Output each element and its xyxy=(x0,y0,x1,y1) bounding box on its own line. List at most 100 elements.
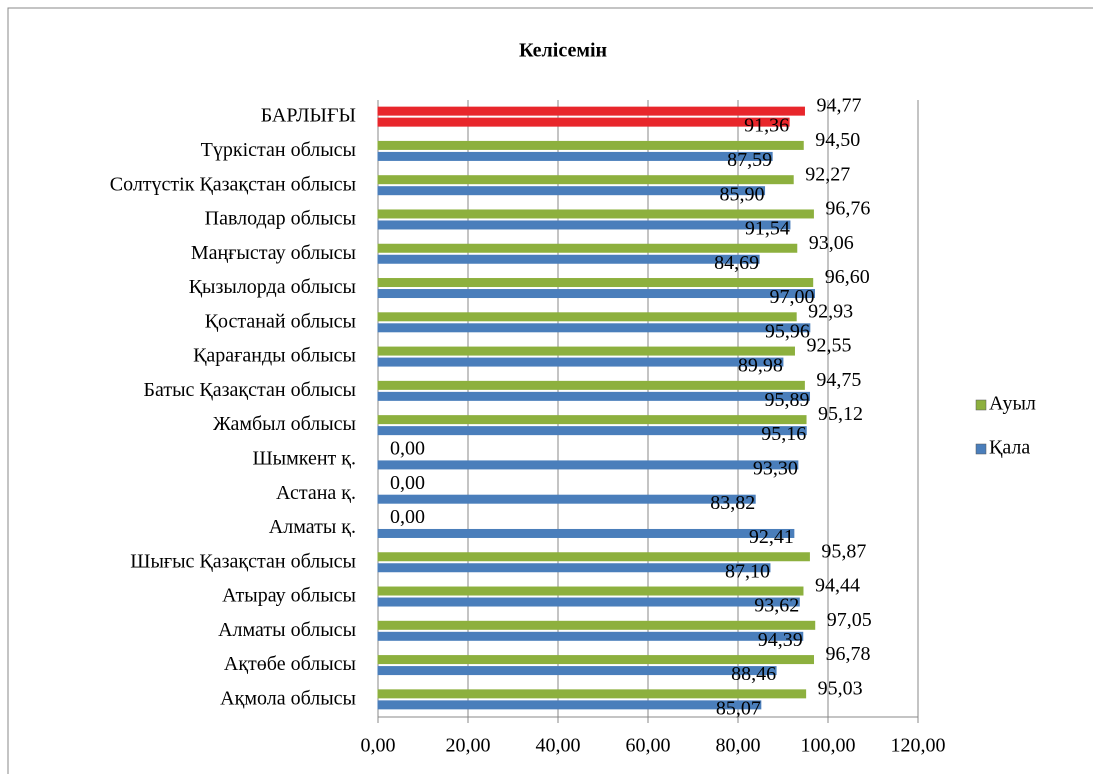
legend-label: Ауыл xyxy=(989,393,1036,415)
y-tick-label: Астана қ. xyxy=(276,482,356,504)
y-tick-label: Қарағанды облысы xyxy=(193,345,356,367)
y-tick-label: Қостанай облысы xyxy=(205,310,356,332)
legend-swatch xyxy=(975,443,987,455)
legend-swatch xyxy=(975,399,987,411)
y-tick-label: Батыс Қазақстан облысы xyxy=(144,379,356,401)
bar xyxy=(377,312,797,322)
bar xyxy=(377,186,766,196)
bar xyxy=(377,563,771,573)
data-label: 93,62 xyxy=(754,595,799,617)
data-label: 95,03 xyxy=(818,677,863,699)
bar xyxy=(377,494,756,504)
data-label: 95,87 xyxy=(821,540,866,562)
x-tick-label: 0,00 xyxy=(361,735,396,757)
x-tick-label: 20,00 xyxy=(446,735,491,757)
data-label: 97,05 xyxy=(827,609,872,631)
chart-frame xyxy=(7,7,1093,774)
bar xyxy=(377,243,798,253)
x-tick-label: 100,00 xyxy=(801,735,856,757)
y-tick-label: Ақтөбе облысы xyxy=(224,653,356,675)
data-label: 96,76 xyxy=(825,198,870,220)
x-tick-label: 60,00 xyxy=(626,735,671,757)
data-label: 87,10 xyxy=(725,560,770,582)
data-label: 94,77 xyxy=(816,95,861,117)
data-label: 91,36 xyxy=(744,115,789,137)
bar xyxy=(377,631,804,641)
data-label: 95,12 xyxy=(818,403,863,425)
x-tick-label: 40,00 xyxy=(536,735,581,757)
bar xyxy=(377,380,805,390)
data-label: 94,50 xyxy=(815,129,860,151)
bar xyxy=(377,689,807,699)
bar xyxy=(377,175,794,185)
bar xyxy=(377,278,814,288)
data-label: 94,75 xyxy=(816,369,861,391)
data-label: 85,07 xyxy=(716,697,761,719)
bar xyxy=(377,220,791,230)
data-label: 97,00 xyxy=(770,286,815,308)
data-label: 92,41 xyxy=(749,526,794,548)
data-label: 95,96 xyxy=(765,320,810,342)
data-label: 94,44 xyxy=(815,575,860,597)
data-label: 0,00 xyxy=(390,438,425,460)
data-label: 84,69 xyxy=(714,252,759,274)
bar xyxy=(377,666,777,676)
data-label: 95,16 xyxy=(761,423,806,445)
data-label: 93,06 xyxy=(809,232,854,254)
bar xyxy=(377,528,795,538)
data-label: 95,89 xyxy=(765,389,810,411)
y-tick-label: Алматы қ. xyxy=(269,516,356,538)
bar xyxy=(377,586,804,596)
data-label: 88,46 xyxy=(731,663,776,685)
bar xyxy=(377,346,795,356)
y-tick-label: Ақмола облысы xyxy=(220,687,356,709)
bar xyxy=(377,151,773,161)
bar xyxy=(377,655,815,665)
bar xyxy=(377,460,799,470)
data-label: 94,39 xyxy=(758,629,803,651)
bar xyxy=(377,209,814,219)
data-label: 0,00 xyxy=(390,472,425,494)
bar xyxy=(377,415,807,425)
data-label: 96,78 xyxy=(826,643,871,665)
bar xyxy=(377,323,811,333)
data-label: 0,00 xyxy=(390,506,425,528)
y-tick-label: Атырау облысы xyxy=(222,585,356,607)
bar xyxy=(377,700,762,710)
data-label: 96,60 xyxy=(825,266,870,288)
data-label: 89,98 xyxy=(738,355,783,377)
y-tick-label: Шымкент қ. xyxy=(252,448,356,470)
data-label: 93,30 xyxy=(753,458,798,480)
data-label: 85,90 xyxy=(720,183,765,205)
y-tick-label: БАРЛЫҒЫ xyxy=(261,105,356,127)
y-tick-label: Павлодар облысы xyxy=(205,208,356,230)
legend-label: Қала xyxy=(989,437,1030,459)
y-tick-label: Түркістан облысы xyxy=(201,139,356,161)
bar xyxy=(377,254,760,264)
y-tick-label: Маңғыстау облысы xyxy=(191,242,356,264)
y-tick-label: Шығыс Қазақстан облысы xyxy=(130,550,356,572)
data-label: 91,54 xyxy=(745,218,790,240)
data-label: 87,59 xyxy=(727,149,772,171)
bar xyxy=(377,106,805,116)
bar xyxy=(377,597,800,607)
bar xyxy=(377,357,784,367)
bar xyxy=(377,140,804,150)
x-tick-label: 120,00 xyxy=(891,735,946,757)
x-tick-label: 80,00 xyxy=(716,735,761,757)
bar xyxy=(377,391,811,401)
chart-title: Келісемін xyxy=(519,40,607,62)
bar xyxy=(377,426,807,436)
data-label: 92,93 xyxy=(808,300,853,322)
y-tick-label: Солтүстік Қазақстан облысы xyxy=(110,173,356,195)
data-label: 92,55 xyxy=(806,335,851,357)
bar xyxy=(377,289,815,299)
y-tick-label: Алматы облысы xyxy=(218,619,356,641)
y-tick-label: Жамбыл облысы xyxy=(213,413,356,435)
y-tick-label: Қызылорда облысы xyxy=(189,276,356,298)
data-label: 83,82 xyxy=(710,492,755,514)
bar xyxy=(377,620,816,630)
data-label: 92,27 xyxy=(805,163,850,185)
bar xyxy=(377,552,810,562)
